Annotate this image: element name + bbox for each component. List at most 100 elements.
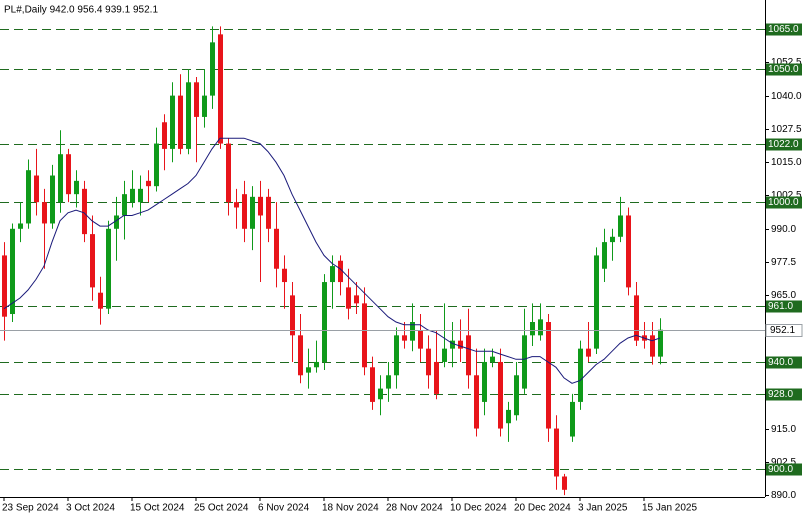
candle-body [346, 287, 351, 309]
candle-body [530, 322, 535, 336]
candle-body [434, 361, 439, 394]
candle-body [442, 348, 447, 362]
level-label-box [766, 138, 802, 151]
candle-body [370, 367, 375, 402]
candle-body [106, 228, 111, 309]
x-tick-label: 18 Nov 2024 [322, 503, 379, 514]
candle-body [194, 82, 199, 117]
candle-body [482, 361, 487, 402]
candle-body [458, 340, 463, 349]
candle-body [418, 330, 423, 349]
candle-body [322, 282, 327, 362]
candle-body [626, 215, 631, 288]
x-tick-label: 28 Nov 2024 [386, 503, 443, 514]
level-label-box [766, 196, 802, 209]
candle-body [570, 401, 575, 437]
candle-body [378, 388, 383, 400]
candle-body [218, 34, 223, 144]
y-tick-label: 990.0 [771, 224, 796, 235]
candle-body [586, 348, 591, 357]
candle-body [650, 335, 655, 357]
candle-body [506, 409, 511, 424]
candle-body [314, 361, 319, 368]
candle-body [538, 319, 543, 336]
candle-body [394, 335, 399, 376]
candle-body [122, 194, 127, 216]
candle-body [250, 196, 255, 229]
y-tick-label: 890.0 [771, 490, 796, 501]
candle-body [210, 42, 215, 96]
candle-body [186, 82, 191, 149]
candle-body [658, 329, 663, 357]
candle-body [98, 292, 103, 309]
candle-body [602, 242, 607, 269]
candle-body [282, 268, 287, 283]
candle-body [10, 228, 15, 315]
chart-title: PL#,Daily 942.0 956.4 939.1 952.1 [4, 5, 158, 16]
y-tick-label: 902.5 [771, 457, 796, 468]
level-label: 1022.0 [768, 139, 799, 150]
candle-body [74, 180, 79, 195]
candle-body [402, 335, 407, 341]
candle-body [82, 188, 87, 235]
candle-body [298, 335, 303, 376]
candle-body [466, 335, 471, 376]
candle-body [50, 175, 55, 224]
level-label-box [766, 388, 802, 401]
x-tick-label: 15 Jan 2025 [642, 503, 697, 514]
level-label-box [766, 356, 802, 369]
y-tick-label: 1015.0 [771, 157, 802, 168]
candle-body [362, 303, 367, 368]
x-tick-label: 15 Oct 2024 [130, 503, 185, 514]
candle-body [170, 95, 175, 149]
candle-body [162, 122, 167, 149]
level-label: 900.0 [768, 464, 793, 475]
candle-body [618, 215, 623, 237]
level-label: 928.0 [768, 389, 793, 400]
x-tick-label: 10 Dec 2024 [450, 503, 507, 514]
candle-body [554, 428, 559, 477]
candle-body [202, 95, 207, 117]
moving-average [3, 137, 661, 384]
candle-body [266, 196, 271, 229]
candle-body [426, 348, 431, 376]
level-label: 961.0 [768, 301, 793, 312]
level-label-box [766, 463, 802, 476]
level-label: 940.0 [768, 357, 793, 368]
candle-body [42, 202, 47, 224]
x-tick-label: 6 Nov 2024 [258, 503, 310, 514]
x-tick-label: 25 Oct 2024 [194, 503, 249, 514]
candle-body [514, 375, 519, 416]
candle-body [562, 476, 567, 490]
y-tick-label: 1052.5 [771, 57, 802, 68]
candle-body [226, 143, 231, 203]
candle-body [90, 234, 95, 288]
y-tick-label: 965.0 [771, 290, 796, 301]
x-tick-label: 3 Jan 2025 [578, 503, 628, 514]
candle-body [490, 356, 495, 362]
level-label-box [766, 300, 802, 313]
candle-body [578, 348, 583, 402]
last-price-box [765, 324, 803, 337]
candle-body [130, 188, 135, 203]
candle-body [546, 322, 551, 429]
candle-body [58, 154, 63, 203]
candle-body [242, 194, 247, 229]
level-label-box [766, 63, 802, 76]
candle-body [338, 260, 343, 283]
y-tick-label: 1040.0 [771, 91, 802, 102]
candle-body [594, 255, 599, 349]
candle-body [234, 202, 239, 208]
candle-body [306, 367, 311, 373]
y-tick-label: 977.5 [771, 257, 796, 268]
candle-body [474, 375, 479, 429]
candle-body [26, 170, 31, 224]
y-tick-label: 915.0 [771, 424, 796, 435]
candle-body [410, 322, 415, 341]
candle-body [178, 95, 183, 149]
y-tick-label: 1027.5 [771, 124, 802, 135]
x-tick-label: 3 Oct 2024 [66, 503, 115, 514]
candle-body [138, 188, 143, 203]
candle-body [522, 335, 527, 389]
x-tick-label: 23 Sep 2024 [2, 503, 59, 514]
